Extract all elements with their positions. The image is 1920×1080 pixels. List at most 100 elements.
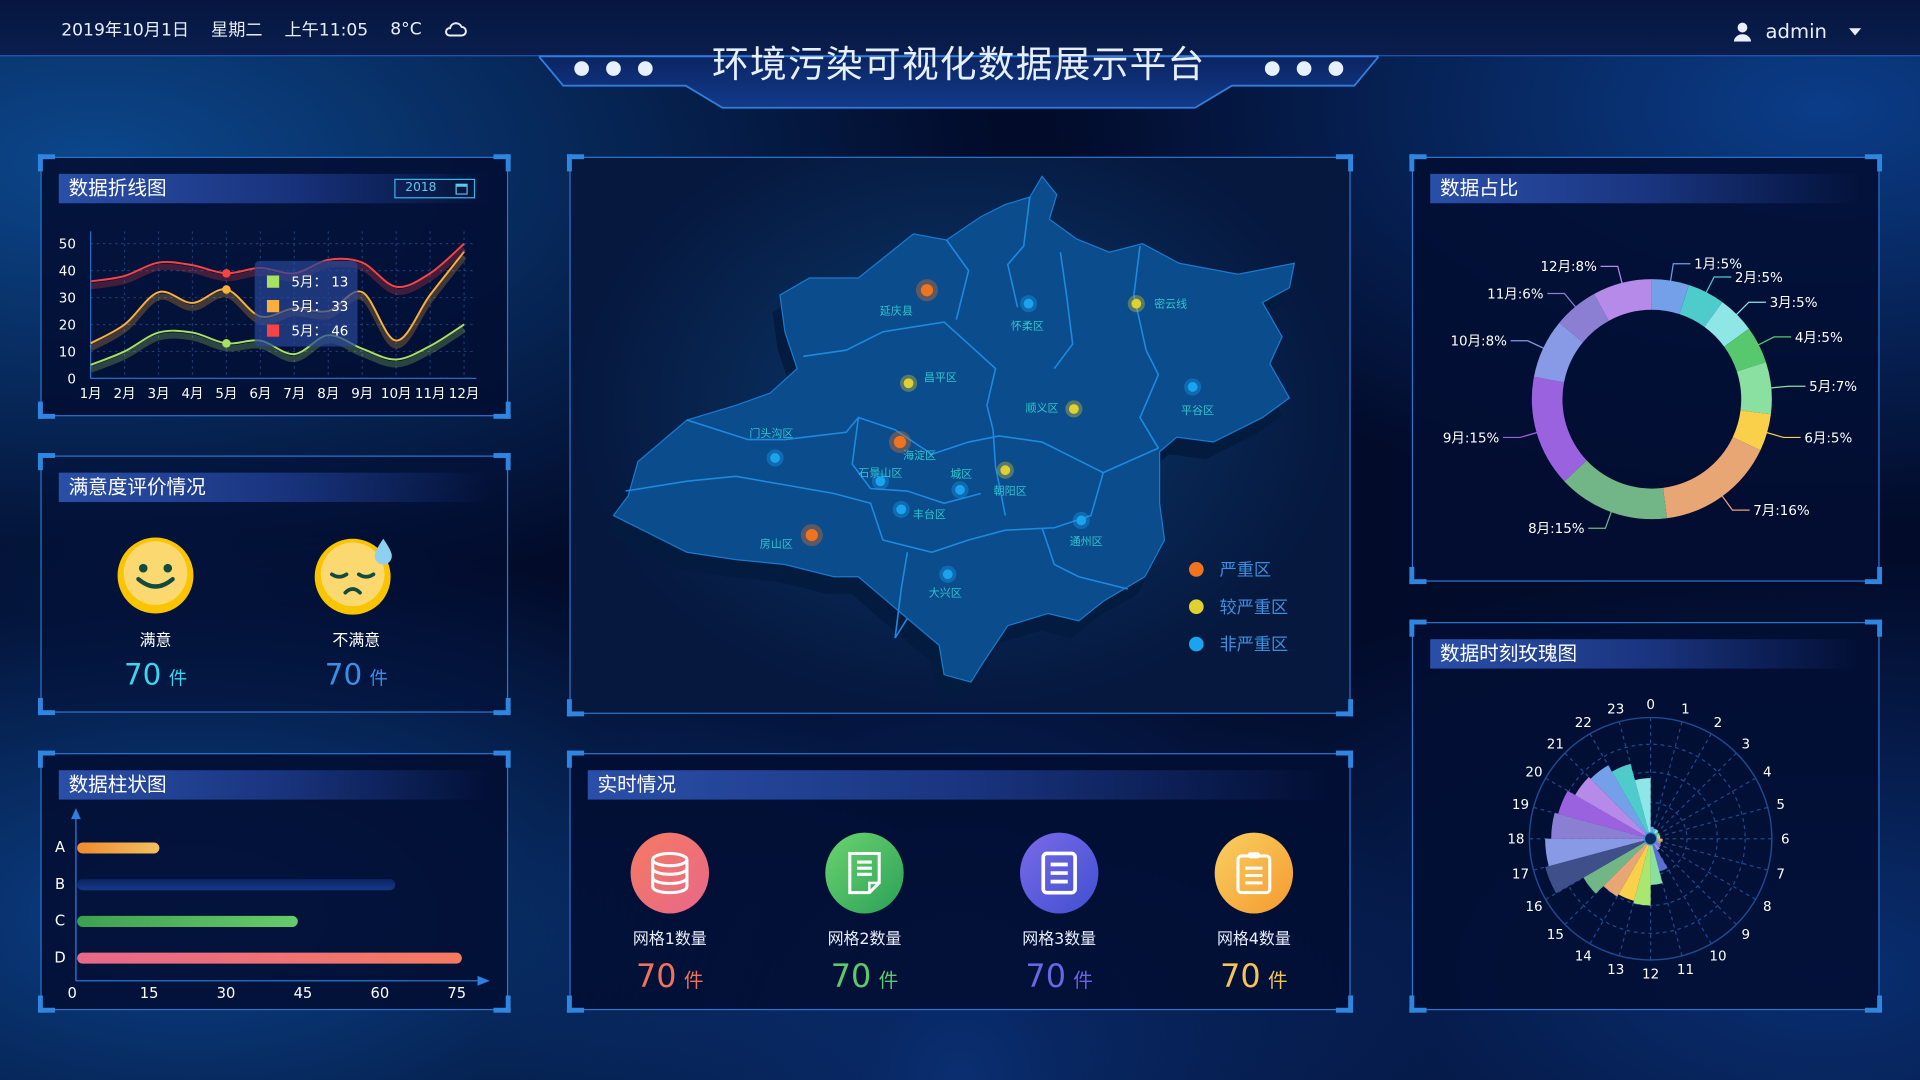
donut-slice-9 <box>1531 376 1587 482</box>
grid-stat-count: 70 <box>1220 958 1261 996</box>
x-tick-label: 4月 <box>181 387 203 402</box>
label-line <box>1751 336 1792 349</box>
district-marker[interactable]: 顺义区 <box>1026 400 1083 418</box>
bar-A <box>77 842 160 854</box>
legend-label[interactable]: 较严重区 <box>1220 598 1289 618</box>
donut-slice-8 <box>1564 460 1667 520</box>
district-marker[interactable]: 海淀区 <box>888 431 936 462</box>
map-region <box>612 175 1296 683</box>
rose-panel: 数据时刻玫瑰图 0 1 2 3 4 5 6 7 8 9 10 11 12 13 14 15 16 17 18 19 20… <box>1409 619 1883 1013</box>
rose-sector-23 <box>1634 778 1651 839</box>
panel-title: 实时情况 <box>587 770 1333 800</box>
label-line <box>1668 263 1691 289</box>
cloud-icon <box>445 22 468 37</box>
donut-chart: 1月:5%2月:5% 3月:5% 4月:5% 5月:7% 6月:5% 7月:16% 8月:1… <box>1443 258 1857 537</box>
slice-label: 3月:5% <box>1770 296 1818 311</box>
district-label: 昌平区 <box>924 371 957 384</box>
grid-stat-count: 70 <box>1025 958 1066 996</box>
x-tick-label: 30 <box>217 985 236 1002</box>
district-border <box>1006 197 1031 308</box>
angle-label: 5 <box>1776 798 1785 813</box>
district-label: 海淀区 <box>903 448 936 462</box>
district-marker[interactable]: 平谷区 <box>1181 378 1214 417</box>
angle-label: 20 <box>1525 765 1542 780</box>
angle-label: 8 <box>1763 900 1772 915</box>
district-marker[interactable]: 昌平区 <box>900 371 957 392</box>
district-marker[interactable]: 城区 <box>950 468 972 499</box>
data-point <box>222 269 231 278</box>
donut-slice-5 <box>1736 362 1772 415</box>
district-marker[interactable]: 怀柔区 <box>1011 295 1044 332</box>
unit: 件 <box>1267 968 1288 992</box>
district-marker[interactable]: 门头沟区 <box>749 426 793 467</box>
grid-stat-item: 网格3数量 70 件 <box>986 832 1133 996</box>
year-value: 2018 <box>405 181 437 195</box>
marker-dot <box>875 476 886 487</box>
slice-label: 2月:5% <box>1735 271 1783 286</box>
district-marker[interactable]: 通州区 <box>1070 511 1103 548</box>
document-icon <box>825 832 904 914</box>
district-marker[interactable]: 丰台区 <box>892 500 946 521</box>
legend-swatch <box>266 324 280 337</box>
panel-title: 数据占比 <box>1430 173 1862 204</box>
district-border <box>1053 252 1074 370</box>
rose-sector-18 <box>1551 813 1651 839</box>
district-marker[interactable]: 朝阳区 <box>994 461 1027 498</box>
district-marker[interactable]: 大兴区 <box>929 565 962 600</box>
x-tick-label: 15 <box>140 985 159 1002</box>
district-border <box>686 416 1104 474</box>
legend-swatch <box>266 275 280 288</box>
category-label: C <box>55 913 65 930</box>
y-tick-label: 10 <box>59 345 76 360</box>
rose-sector-21 <box>1590 765 1651 839</box>
angle-label: 15 <box>1547 928 1564 943</box>
rose-sector-10 <box>1650 838 1668 872</box>
district-label: 朝阳区 <box>994 485 1027 498</box>
marker-dot <box>955 484 965 495</box>
district-marker[interactable]: 延庆县 <box>880 279 938 318</box>
angle-label: 3 <box>1742 737 1751 752</box>
y-axis-arrow <box>71 808 81 820</box>
district-marker[interactable]: 房山区 <box>760 524 823 550</box>
spoke <box>1650 838 1683 957</box>
slice-label: 12月:8% <box>1540 260 1597 275</box>
series-line-0 <box>90 323 465 366</box>
district-marker[interactable]: 密云线 <box>1127 295 1187 313</box>
district-border <box>894 552 909 639</box>
legend-label[interactable]: 非严重区 <box>1220 635 1289 655</box>
realtime-panel: 实时情况 网格1数量 70 件 网格2数量 70 件 网格3数量 70 件 网格4数量… <box>566 750 1354 1013</box>
district-label: 怀柔区 <box>1011 319 1044 332</box>
district-label: 城区 <box>950 468 972 481</box>
label-line <box>1702 276 1732 300</box>
district-label: 门头沟区 <box>749 426 793 440</box>
marker-dot <box>1068 404 1079 414</box>
unsatisfied-count: 70 <box>324 657 363 692</box>
district-label: 大兴区 <box>929 585 962 599</box>
grid-stat-item: 网格2数量 70 件 <box>791 832 938 996</box>
spoke <box>1650 806 1768 840</box>
user-menu[interactable]: admin <box>1733 20 1862 43</box>
satisfied-item: 满意 70 件 <box>82 536 229 692</box>
bar-D <box>77 952 462 964</box>
label-line <box>1502 430 1544 439</box>
spoke <box>1589 733 1652 840</box>
marker-dot <box>942 569 953 580</box>
slice-label: 1月:5% <box>1694 258 1742 273</box>
district-border <box>1041 527 1128 590</box>
spoke <box>1650 838 1737 925</box>
label-line <box>1731 301 1766 320</box>
district-label: 平谷区 <box>1181 404 1214 417</box>
district-marker[interactable]: 石景山区 <box>858 466 902 490</box>
marker-dot <box>893 435 907 449</box>
category-label: B <box>55 876 65 893</box>
slice-label: 5月:7% <box>1809 380 1857 395</box>
year-picker[interactable]: 2018 <box>394 178 476 199</box>
date-time-weather: 2019年10月1日 星期二 上午11:05 8°C <box>61 17 468 41</box>
angle-label: 23 <box>1607 703 1624 718</box>
legend-label[interactable]: 严重区 <box>1220 561 1271 581</box>
x-tick-label: 7月 <box>283 387 305 402</box>
donut-slice-6 <box>1732 410 1771 451</box>
x-tick-label: 11月 <box>415 387 446 402</box>
satisfied-label: 满意 <box>139 631 172 651</box>
